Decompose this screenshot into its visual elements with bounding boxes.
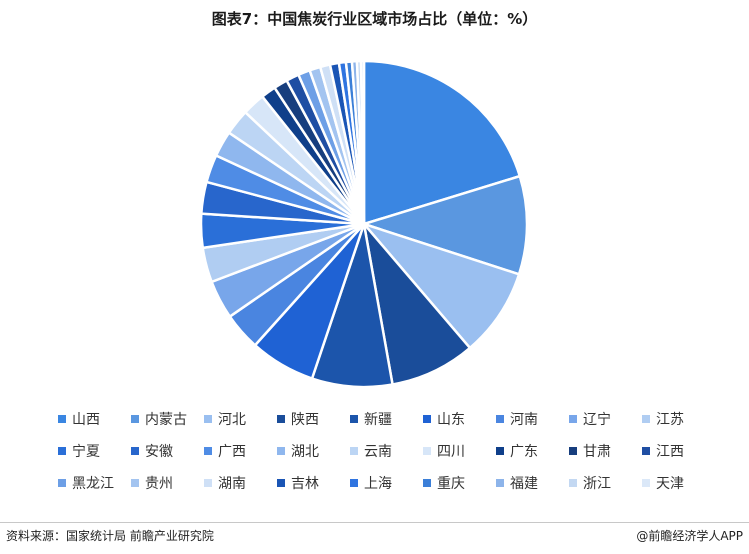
legend-item: 湖南 <box>204 473 277 492</box>
legend-swatch <box>204 446 212 455</box>
legend-swatch <box>496 414 504 423</box>
source-note: 资料来源：国家统计局 前瞻产业研究院 <box>6 529 214 543</box>
legend-item: 天津 <box>642 473 715 492</box>
legend-item: 浙江 <box>569 473 642 492</box>
legend-label: 黑龙江 <box>72 475 114 492</box>
legend-item: 山东 <box>423 409 496 428</box>
legend-label: 新疆 <box>364 411 392 428</box>
legend-item: 新疆 <box>350 409 423 428</box>
pie-slice-26 <box>359 59 366 226</box>
legend-item: 黑龙江 <box>58 473 131 492</box>
legend-swatch <box>277 446 285 455</box>
legend-item: 辽宁 <box>569 409 642 428</box>
legend-item: 甘肃 <box>569 441 642 460</box>
legend-item: 贵州 <box>131 473 204 492</box>
legend-label: 重庆 <box>437 475 465 492</box>
legend-label: 广西 <box>218 443 246 460</box>
legend-item: 广东 <box>496 441 569 460</box>
legend-swatch <box>642 478 650 487</box>
legend-item: 湖北 <box>277 441 350 460</box>
legend-label: 甘肃 <box>583 443 611 460</box>
legend-item: 吉林 <box>277 473 350 492</box>
chart-title: 图表7：中国焦炭行业区域市场占比（单位：%） <box>211 10 538 28</box>
pie-chart <box>199 59 529 389</box>
legend-swatch <box>277 478 285 487</box>
legend-label: 浙江 <box>583 475 611 492</box>
legend-label: 山西 <box>72 411 100 428</box>
legend-swatch <box>204 478 212 487</box>
legend-label: 上海 <box>364 475 392 492</box>
legend-item: 河南 <box>496 409 569 428</box>
footer: 资料来源：国家统计局 前瞻产业研究院 @前瞻经济学人APP <box>0 522 749 554</box>
legend-item: 上海 <box>350 473 423 492</box>
legend-swatch <box>131 478 139 487</box>
legend-swatch <box>350 446 358 455</box>
legend-label: 宁夏 <box>72 443 100 460</box>
legend-label: 福建 <box>510 475 538 492</box>
legend-item: 山西 <box>58 409 131 428</box>
legend-item: 重庆 <box>423 473 496 492</box>
legend-swatch <box>496 446 504 455</box>
legend-item: 河北 <box>204 409 277 428</box>
pie-slice-0 <box>362 59 522 226</box>
legend-swatch <box>642 414 650 423</box>
legend-swatch <box>277 414 285 423</box>
legend-swatch <box>569 414 577 423</box>
brand-label: @前瞻经济学人APP <box>636 529 743 543</box>
chart-legend: 山西 内蒙古 河北 陕西 新疆 山东 河南 辽宁 江苏宁夏 安徽 广西 湖北 云南 四川 广东 甘肃 江西黑龙江… <box>58 409 718 492</box>
legend-label: 湖北 <box>291 443 319 460</box>
legend-swatch <box>642 446 650 455</box>
legend-swatch <box>58 414 66 423</box>
pie-slice-2 <box>362 222 521 350</box>
legend-swatch <box>204 414 212 423</box>
legend-swatch <box>350 414 358 423</box>
legend-label: 河北 <box>218 411 246 428</box>
legend-item: 江西 <box>642 441 715 460</box>
legend-label: 天津 <box>656 475 684 492</box>
legend-label: 山东 <box>437 411 465 428</box>
legend-label: 江苏 <box>656 411 684 428</box>
legend-label: 云南 <box>364 443 392 460</box>
legend-label: 湖南 <box>218 475 246 492</box>
legend-swatch <box>131 446 139 455</box>
legend-label: 辽宁 <box>583 411 611 428</box>
legend-swatch <box>58 478 66 487</box>
legend-item: 内蒙古 <box>131 409 204 428</box>
legend-item: 宁夏 <box>58 441 131 460</box>
legend-swatch <box>569 478 577 487</box>
legend-label: 江西 <box>656 443 684 460</box>
legend-label: 四川 <box>437 443 465 460</box>
legend-item: 江苏 <box>642 409 715 428</box>
legend-swatch <box>350 478 358 487</box>
legend-swatch <box>58 446 66 455</box>
legend-item: 云南 <box>350 441 423 460</box>
legend-item: 广西 <box>204 441 277 460</box>
legend-label: 内蒙古 <box>145 411 187 428</box>
legend-item: 陕西 <box>277 409 350 428</box>
legend-item: 福建 <box>496 473 569 492</box>
legend-label: 广东 <box>510 443 538 460</box>
legend-swatch <box>423 478 431 487</box>
legend-item: 安徽 <box>131 441 204 460</box>
legend-swatch <box>496 478 504 487</box>
legend-label: 吉林 <box>291 475 319 492</box>
legend-swatch <box>569 446 577 455</box>
legend-swatch <box>423 446 431 455</box>
legend-label: 贵州 <box>145 475 173 492</box>
pie-slice-3 <box>362 222 472 386</box>
legend-swatch <box>423 414 431 423</box>
legend-item: 四川 <box>423 441 496 460</box>
legend-label: 安徽 <box>145 443 173 460</box>
legend-swatch <box>131 414 139 423</box>
legend-label: 河南 <box>510 411 538 428</box>
legend-label: 陕西 <box>291 411 319 428</box>
pie-slice-1 <box>362 174 529 276</box>
